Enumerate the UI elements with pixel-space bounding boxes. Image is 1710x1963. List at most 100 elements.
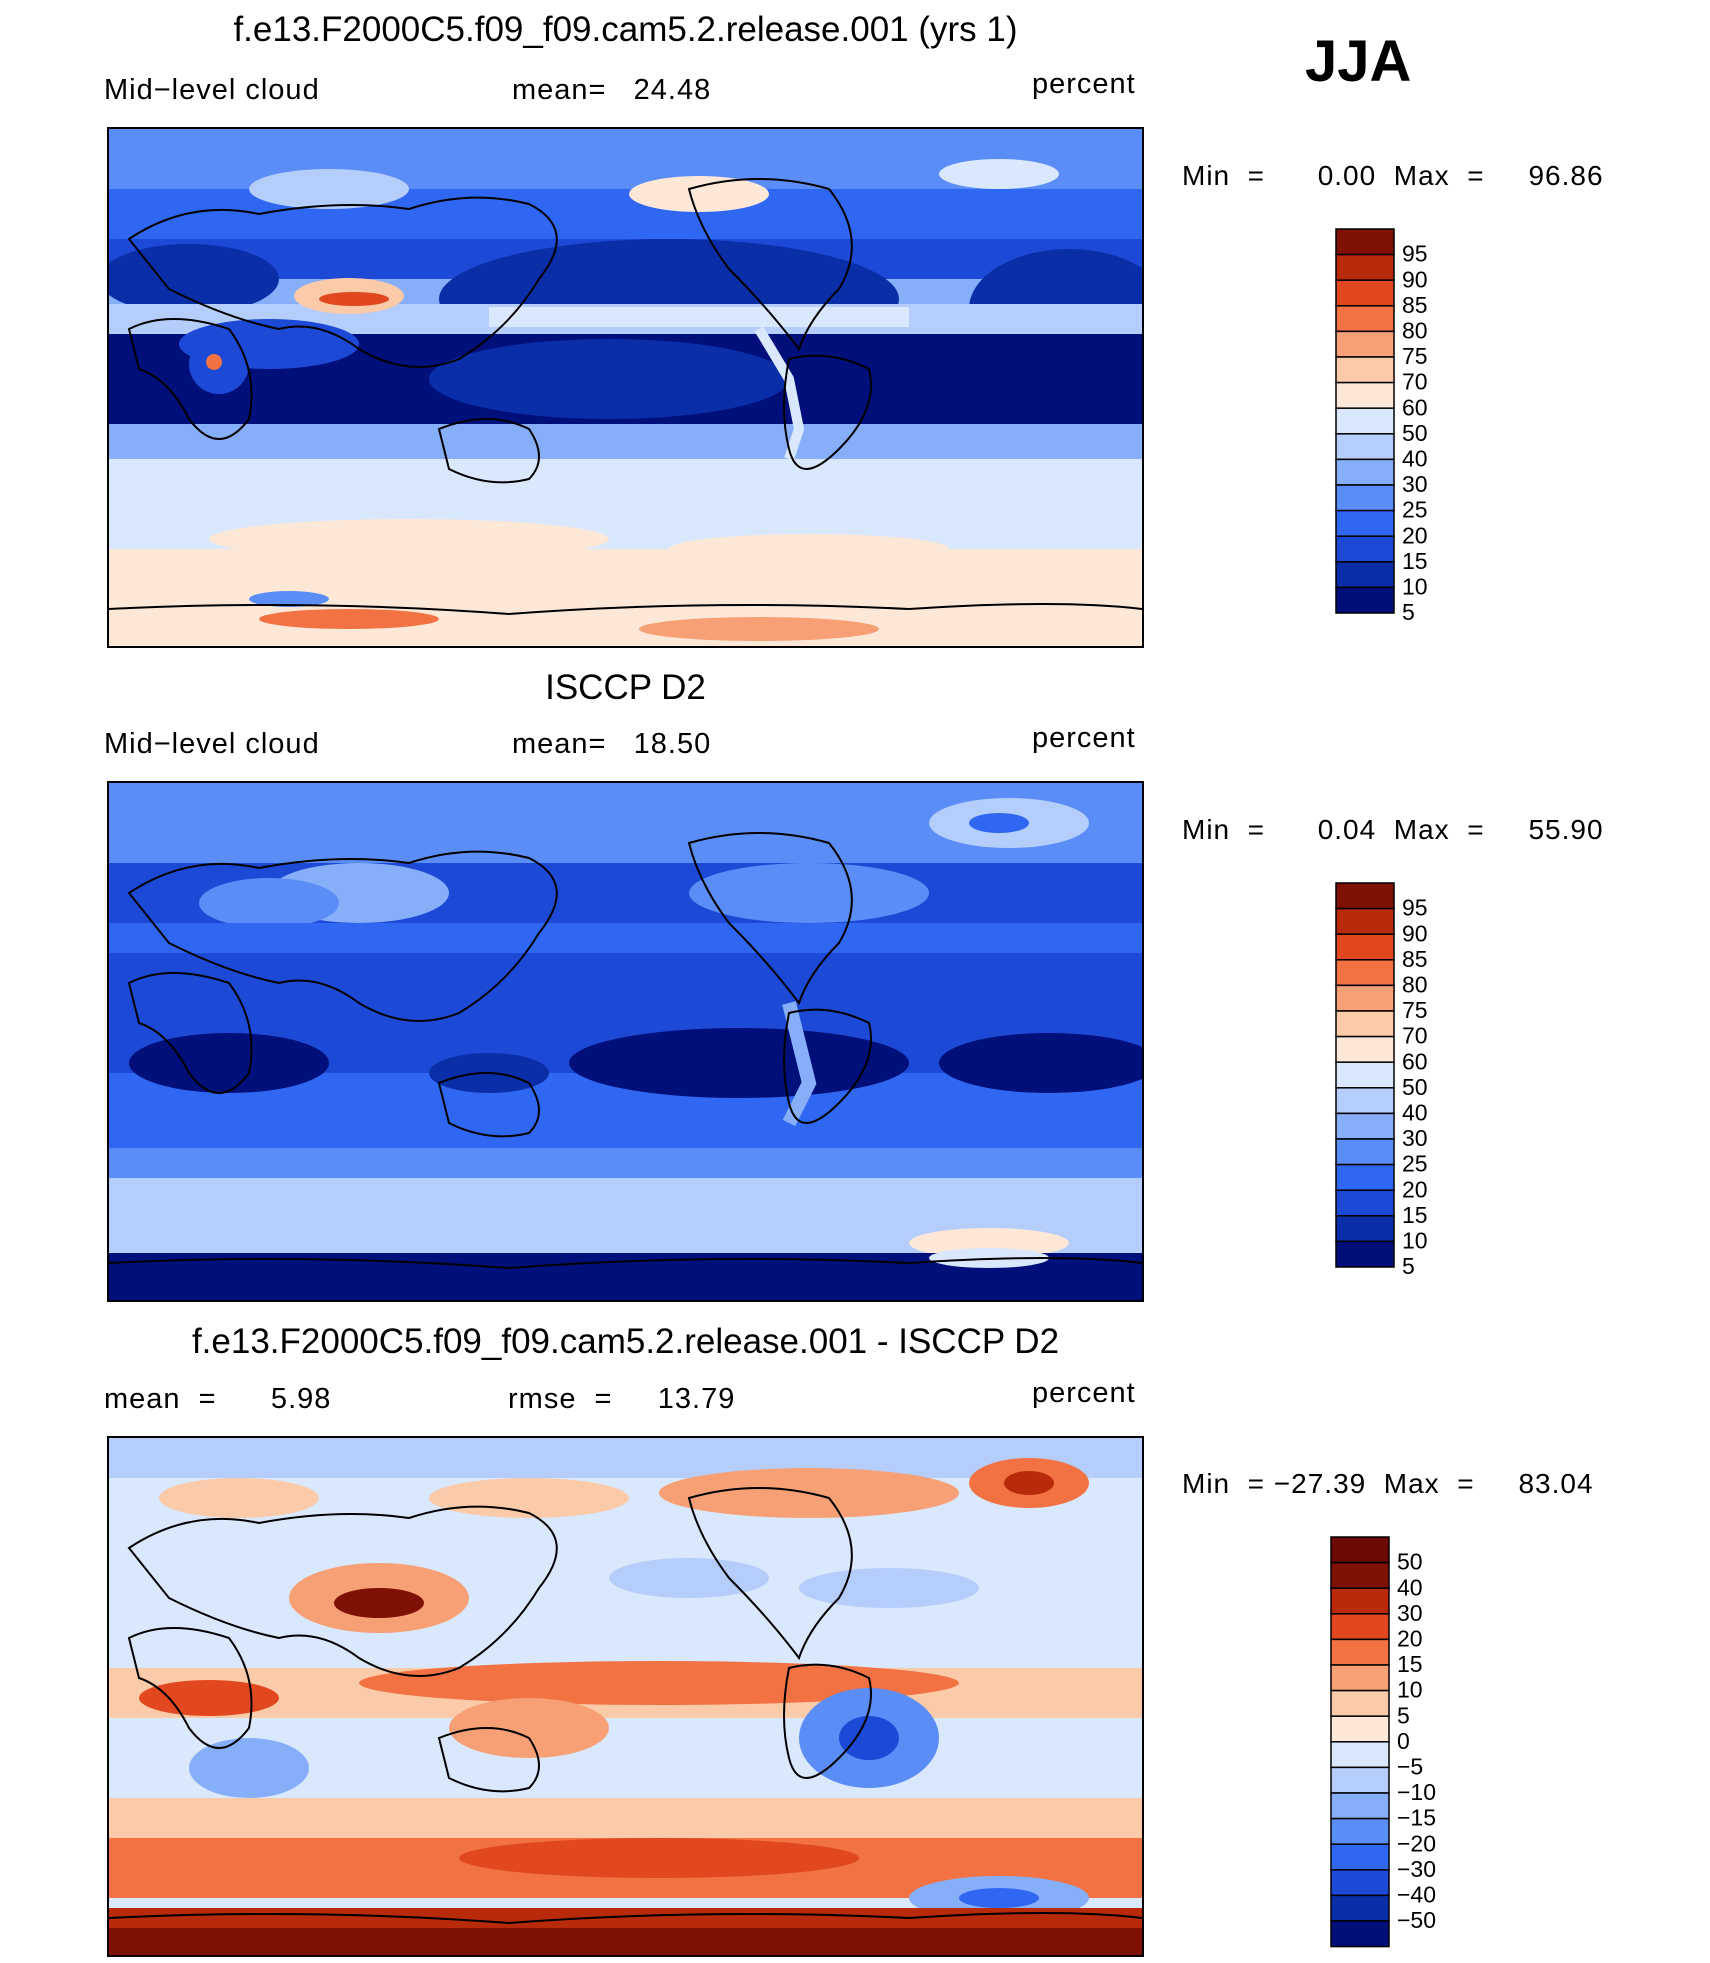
- colorbar-tick-label: 85: [1402, 946, 1428, 972]
- colorbar-tick-label: −10: [1397, 1779, 1436, 1805]
- colorbar-tick-label: 95: [1402, 895, 1428, 921]
- colorbar-box: [1335, 1087, 1395, 1115]
- colorbar-tick-label: −40: [1397, 1881, 1436, 1907]
- panel-1-mean-label: mean= 24.48: [512, 74, 712, 106]
- colorbar-tick-label: 15: [1402, 548, 1428, 574]
- panel-2-map: [107, 781, 1144, 1302]
- colorbar-tick-label: 50: [1402, 420, 1428, 446]
- colorbar-box: [1335, 882, 1395, 910]
- colorbar-tick-label: −5: [1397, 1753, 1423, 1779]
- colorbar-tick-label: 75: [1402, 343, 1428, 369]
- panel-1-map: [107, 127, 1144, 648]
- colorbar-tick-label: 25: [1402, 1151, 1428, 1177]
- colorbar-tick-label: 10: [1397, 1677, 1423, 1703]
- colorbar-tick-label: 5: [1402, 1253, 1415, 1279]
- panel-3-mean-label: mean = 5.98: [104, 1383, 332, 1415]
- colorbar-tick-label: 30: [1402, 471, 1428, 497]
- panel-1-colorbar: 95 90 85 80 75 70 60 50 40 30 25 20 15 10 5: [1330, 227, 1460, 637]
- colorbar-tick-label: 50: [1397, 1549, 1423, 1575]
- colorbar-box: [1335, 1061, 1395, 1089]
- panel-2-variable-label: Mid−level cloud: [104, 728, 320, 760]
- colorbar-box: [1335, 1163, 1395, 1191]
- panel-2-colorbar: 95 90 85 80 75 70 60 50 40 30 25 20 15 10 5: [1330, 881, 1460, 1291]
- colorbar-box: [1330, 1792, 1390, 1820]
- colorbar-box: [1330, 1920, 1390, 1948]
- panel-3-rmse-label: rmse = 13.79: [508, 1383, 736, 1415]
- panel-1-map-svg: [109, 129, 1142, 646]
- colorbar-tick-label: 30: [1397, 1600, 1423, 1626]
- colorbar-box: [1330, 1689, 1390, 1717]
- panel-3-map: [107, 1436, 1144, 1957]
- colorbar-box: [1330, 1894, 1390, 1922]
- colorbar-tick-label: 80: [1402, 317, 1428, 343]
- colorbar-box: [1335, 228, 1395, 256]
- colorbar-box: [1335, 561, 1395, 589]
- panel-2-units-label: percent: [1032, 722, 1136, 754]
- colorbar-box: [1330, 1715, 1390, 1743]
- colorbar-tick-label: 0: [1397, 1728, 1410, 1754]
- colorbar-tick-label: 80: [1402, 971, 1428, 997]
- panel-3-title: f.e13.F2000C5.f09_f09.cam5.2.release.001…: [191, 1322, 1060, 1361]
- colorbar-tick-label: 15: [1397, 1651, 1423, 1677]
- colorbar-box: [1330, 1638, 1390, 1666]
- colorbar-tick-label: 90: [1402, 266, 1428, 292]
- colorbar-tick-label: 40: [1402, 1099, 1428, 1125]
- panel-3-colorbar: 50 40 30 20 15 10 5 0 −5 −10 −15 −20 −30 −40 −50: [1325, 1535, 1465, 1955]
- colorbar-tick-label: 70: [1402, 369, 1428, 395]
- colorbar-tick-label: 75: [1402, 997, 1428, 1023]
- colorbar-box: [1335, 509, 1395, 537]
- colorbar-tick-label: 50: [1402, 1074, 1428, 1100]
- colorbar-box: [1335, 1035, 1395, 1063]
- colorbar-box: [1335, 484, 1395, 512]
- colorbar-box: [1335, 1138, 1395, 1166]
- colorbar-box: [1335, 330, 1395, 358]
- colorbar-box: [1335, 1112, 1395, 1140]
- panel-3-units-label: percent: [1032, 1377, 1136, 1409]
- colorbar-box: [1335, 1240, 1395, 1268]
- colorbar-box: [1330, 1817, 1390, 1845]
- colorbar-tick-label: 15: [1402, 1202, 1428, 1228]
- colorbar-tick-label: −50: [1397, 1907, 1436, 1933]
- colorbar-box: [1335, 959, 1395, 987]
- colorbar-box: [1330, 1766, 1390, 1794]
- colorbar-tick-label: −20: [1397, 1830, 1436, 1856]
- colorbar-box: [1335, 433, 1395, 461]
- colorbar-box: [1330, 1561, 1390, 1589]
- colorbar-box: [1335, 984, 1395, 1012]
- colorbar-box: [1330, 1536, 1390, 1564]
- colorbar-tick-label: 10: [1402, 573, 1428, 599]
- colorbar-tick-label: 95: [1402, 241, 1428, 267]
- colorbar-box: [1335, 907, 1395, 935]
- panel-2-title: ISCCP D2: [545, 668, 706, 707]
- colorbar-tick-label: 5: [1402, 599, 1415, 625]
- panel-3-map-svg: [109, 1438, 1142, 1955]
- panel-1-title: f.e13.F2000C5.f09_f09.cam5.2.release.001…: [233, 10, 1018, 49]
- colorbar-box: [1330, 1664, 1390, 1692]
- colorbar-tick-label: 40: [1397, 1574, 1423, 1600]
- colorbar-tick-label: −15: [1397, 1805, 1436, 1831]
- colorbar-tick-label: 60: [1402, 1048, 1428, 1074]
- colorbar-tick-label: 40: [1402, 445, 1428, 471]
- panel-2-min-max: Min = 0.04 Max = 55.90: [1182, 814, 1604, 845]
- colorbar-box: [1335, 407, 1395, 435]
- colorbar-tick-label: −30: [1397, 1856, 1436, 1882]
- colorbar-box: [1335, 535, 1395, 563]
- colorbar-tick-label: 5: [1397, 1702, 1410, 1728]
- season-label: JJA: [1305, 29, 1412, 94]
- colorbar-tick-label: 70: [1402, 1023, 1428, 1049]
- colorbar-box: [1330, 1843, 1390, 1871]
- colorbar-tick-label: 20: [1402, 522, 1428, 548]
- colorbar-tick-label: 20: [1402, 1176, 1428, 1202]
- colorbar-box: [1335, 381, 1395, 409]
- panel-3-min-max: Min = −27.39 Max = 83.04: [1182, 1468, 1594, 1499]
- panel-2-map-svg: [109, 783, 1142, 1300]
- colorbar-box: [1335, 253, 1395, 281]
- colorbar-box: [1335, 1215, 1395, 1243]
- colorbar-box: [1335, 1010, 1395, 1038]
- colorbar-tick-label: 90: [1402, 920, 1428, 946]
- colorbar-box: [1330, 1741, 1390, 1769]
- colorbar-box: [1335, 356, 1395, 384]
